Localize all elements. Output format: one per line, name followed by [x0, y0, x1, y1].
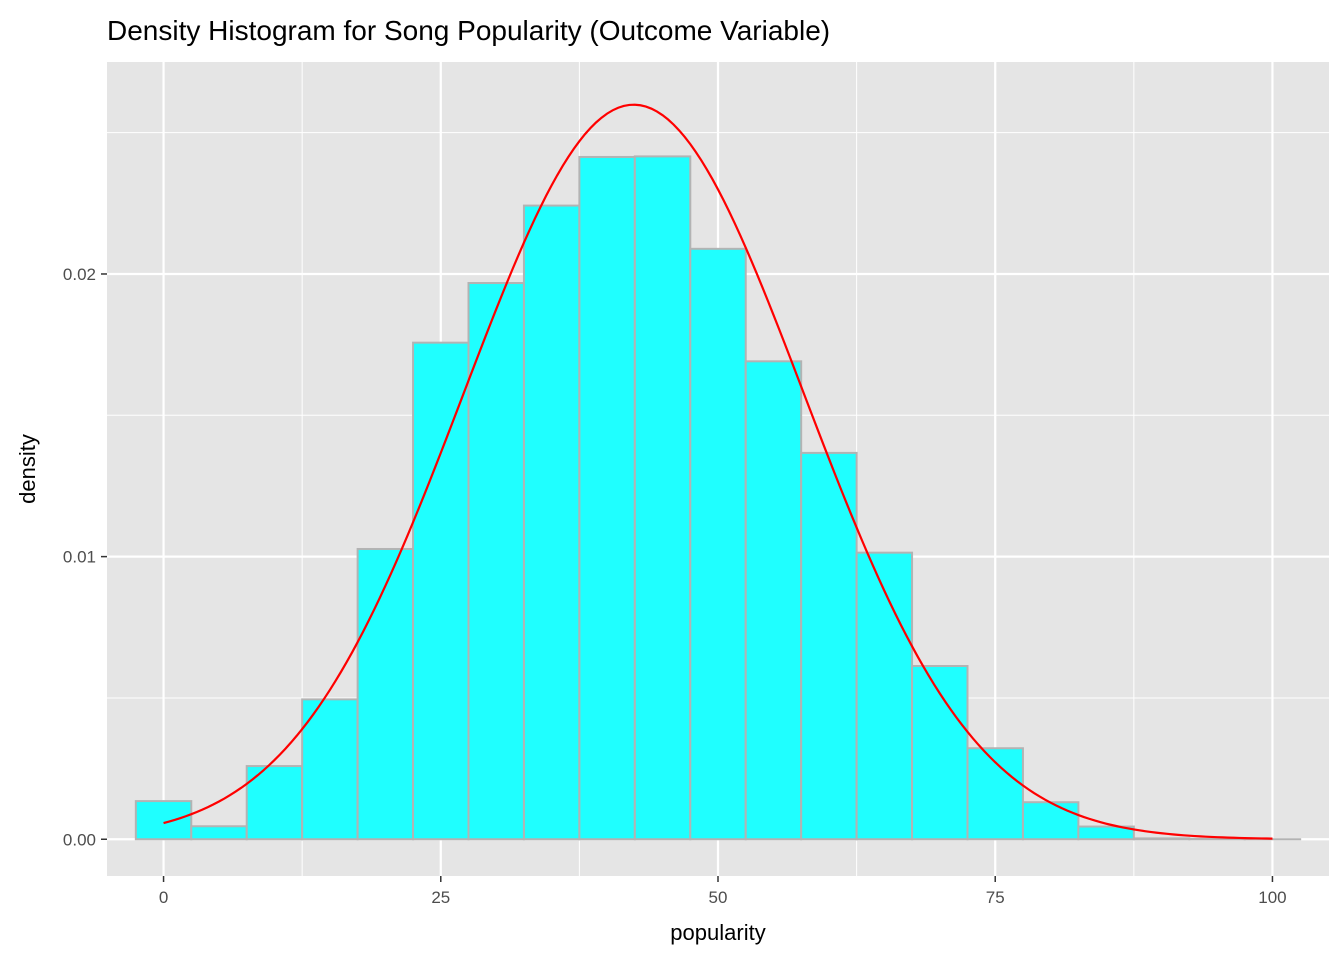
x-tick-label: 75: [986, 888, 1005, 907]
histogram-bar: [1132, 837, 1191, 841]
x-axis-title: popularity: [670, 920, 765, 945]
histogram-bar: [301, 698, 359, 841]
histogram-bar: [689, 247, 747, 841]
histogram-bar: [800, 451, 858, 841]
x-tick-label: 50: [709, 888, 728, 907]
x-tick-label: 25: [431, 888, 450, 907]
normal-curve-layer: [163, 103, 1273, 840]
histogram-bar: [467, 282, 525, 841]
normal-curve: [163, 103, 1273, 840]
histogram-bar: [134, 800, 193, 841]
histogram-bar: [744, 360, 803, 841]
histogram-bar: [578, 155, 636, 841]
y-axis-title: density: [15, 434, 40, 504]
histogram-bar: [522, 204, 581, 841]
x-tick-label: 100: [1258, 888, 1286, 907]
histogram-bar: [855, 551, 914, 841]
histogram-bar: [633, 155, 692, 841]
histogram-bar: [1077, 825, 1135, 841]
histogram-bar: [1021, 801, 1080, 841]
y-tick-label: 0.01: [63, 548, 96, 567]
y-tick-label: 0.02: [63, 265, 96, 284]
histogram-bar: [190, 825, 248, 841]
histogram-bar: [356, 547, 415, 841]
histogram-bar: [412, 341, 470, 841]
axes: 0 25 50 75 100 0.00 0.01 0.02: [63, 265, 1287, 907]
y-tick-label: 0.00: [63, 830, 96, 849]
chart-title: Density Histogram for Song Popularity (O…: [107, 15, 830, 46]
histogram-bars: [134, 155, 1302, 841]
x-tick-label: 0: [159, 888, 168, 907]
